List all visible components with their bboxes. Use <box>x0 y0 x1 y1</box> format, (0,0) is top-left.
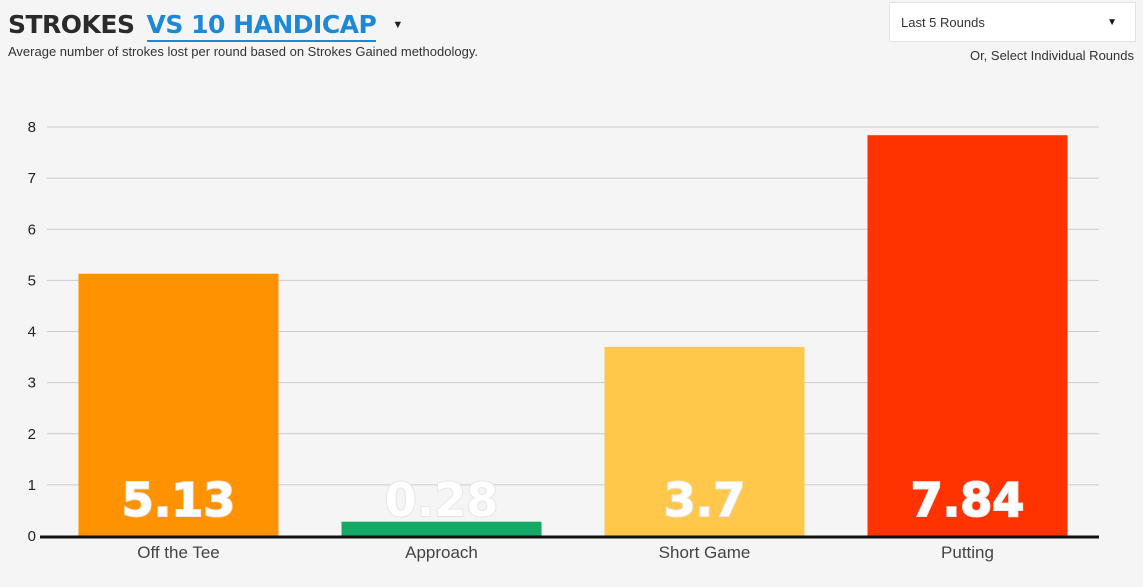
y-tick-label: 5 <box>28 272 36 289</box>
page-title: STROKES <box>8 10 135 39</box>
comparison-selector[interactable]: VS 10 HANDICAP <box>146 10 377 42</box>
data-label: 3.7 <box>664 473 746 527</box>
page-subtitle: Average number of strokes lost per round… <box>8 44 478 59</box>
title-row: STROKES VS 10 HANDICAP ▼ <box>8 10 478 42</box>
x-tick-label: Off the Tee <box>137 543 220 562</box>
y-tick-label: 7 <box>28 170 36 187</box>
y-tick-label: 3 <box>28 375 36 392</box>
chart-header: STROKES VS 10 HANDICAP ▼ Average number … <box>8 10 478 59</box>
data-label: 0.28 <box>385 473 499 527</box>
x-tick-label: Approach <box>405 543 478 562</box>
x-tick-label: Short Game <box>659 543 751 562</box>
y-tick-label: 2 <box>28 426 36 443</box>
x-tick-label: Putting <box>941 543 994 562</box>
y-tick-label: 1 <box>28 477 36 494</box>
data-label: 5.13 <box>122 473 236 527</box>
y-tick-label: 8 <box>28 119 36 136</box>
chevron-down-icon[interactable]: ▼ <box>392 19 404 31</box>
y-tick-label: 6 <box>28 221 36 238</box>
round-filter-value: Last 5 Rounds <box>901 14 985 30</box>
bar[interactable] <box>78 273 279 536</box>
data-label: 7.84 <box>911 473 1025 527</box>
bar[interactable] <box>604 346 805 536</box>
select-individual-rounds-link[interactable]: Or, Select Individual Rounds <box>969 48 1134 63</box>
round-filter-select[interactable]: Last 5 Rounds ▼ <box>889 2 1136 42</box>
y-tick-label: 4 <box>28 324 36 341</box>
bar[interactable] <box>341 521 542 536</box>
chevron-down-icon: ▼ <box>1107 16 1117 28</box>
y-tick-label: 0 <box>28 528 36 545</box>
bar[interactable] <box>867 135 1068 536</box>
